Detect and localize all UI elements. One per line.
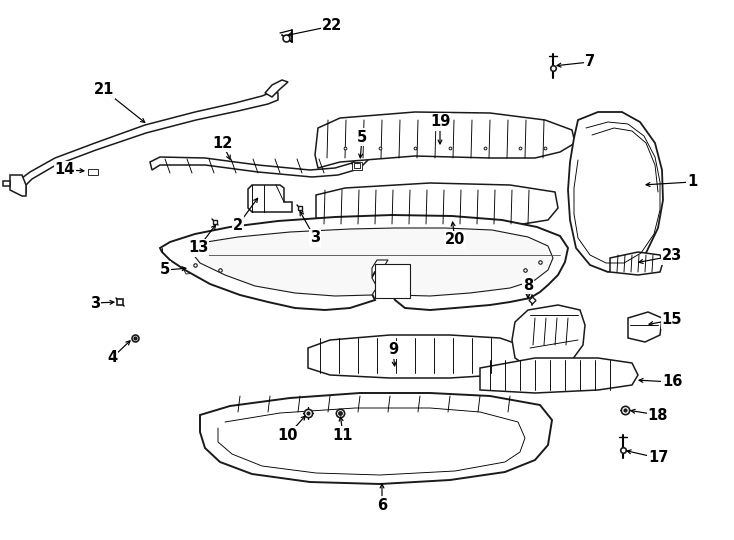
Polygon shape bbox=[308, 335, 523, 378]
Text: 1: 1 bbox=[687, 174, 697, 190]
Polygon shape bbox=[3, 181, 10, 186]
Text: 20: 20 bbox=[445, 233, 465, 247]
Text: 23: 23 bbox=[662, 248, 682, 264]
Polygon shape bbox=[352, 154, 372, 170]
Text: 8: 8 bbox=[523, 278, 533, 293]
Polygon shape bbox=[512, 305, 585, 368]
Polygon shape bbox=[628, 312, 662, 342]
Polygon shape bbox=[375, 264, 410, 298]
Text: 11: 11 bbox=[333, 428, 353, 442]
Text: 5: 5 bbox=[357, 130, 367, 145]
Polygon shape bbox=[183, 265, 197, 274]
Bar bbox=[354, 163, 360, 168]
Polygon shape bbox=[200, 393, 552, 484]
Polygon shape bbox=[10, 175, 26, 196]
Polygon shape bbox=[480, 358, 638, 393]
Polygon shape bbox=[88, 169, 98, 175]
Text: 5: 5 bbox=[160, 262, 170, 278]
Polygon shape bbox=[265, 80, 288, 97]
Polygon shape bbox=[610, 252, 663, 275]
Text: 19: 19 bbox=[430, 114, 450, 130]
Text: 14: 14 bbox=[55, 163, 75, 178]
Text: 17: 17 bbox=[648, 450, 668, 465]
Polygon shape bbox=[248, 185, 292, 212]
Text: 18: 18 bbox=[647, 408, 668, 422]
Text: 16: 16 bbox=[662, 375, 682, 389]
Text: 12: 12 bbox=[212, 136, 232, 151]
Text: 15: 15 bbox=[662, 313, 682, 327]
Polygon shape bbox=[192, 228, 553, 296]
Polygon shape bbox=[568, 112, 663, 272]
Text: 3: 3 bbox=[310, 231, 320, 246]
Text: 22: 22 bbox=[322, 18, 342, 33]
Polygon shape bbox=[160, 215, 568, 310]
Text: 21: 21 bbox=[94, 83, 115, 98]
Text: 10: 10 bbox=[277, 428, 298, 442]
Polygon shape bbox=[150, 157, 355, 177]
Text: 3: 3 bbox=[90, 295, 100, 310]
Polygon shape bbox=[315, 112, 575, 168]
Text: 9: 9 bbox=[388, 342, 398, 357]
Polygon shape bbox=[22, 92, 278, 193]
Text: 13: 13 bbox=[188, 240, 208, 255]
Text: 7: 7 bbox=[585, 55, 595, 70]
Text: 6: 6 bbox=[377, 497, 387, 512]
Polygon shape bbox=[316, 183, 558, 228]
Text: 4: 4 bbox=[107, 350, 117, 366]
Text: 2: 2 bbox=[233, 218, 243, 233]
Bar bbox=[352, 162, 362, 170]
